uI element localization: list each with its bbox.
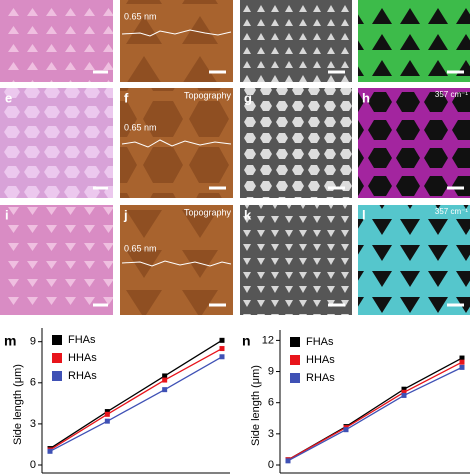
legend-label: FHAs [68, 334, 96, 346]
y-tick-label: 9 [30, 336, 36, 348]
wavenumber: 357 cm⁻¹ [435, 90, 468, 99]
legend-label: RHAs [306, 372, 335, 384]
marker [219, 346, 225, 352]
marker [459, 359, 465, 365]
marker [459, 355, 465, 361]
marker [343, 427, 349, 433]
wavenumber: 357 cm⁻¹ [435, 207, 468, 216]
marker [219, 354, 225, 360]
image [0, 88, 113, 198]
image-grid: 0.65 nm e f Topography 0.65 nm g h 357 c… [0, 0, 470, 315]
y-tick-label: 9 [268, 365, 274, 377]
legend-label: RHAs [68, 370, 97, 382]
legend-marker [52, 353, 62, 363]
panel-label: l [362, 207, 366, 222]
panel-label: g [244, 90, 252, 105]
image [0, 205, 113, 315]
legend-marker [290, 373, 300, 383]
marker [162, 373, 168, 379]
panel-texts: 0.65 nm e f Topography 0.65 nm g h 357 c… [5, 11, 468, 253]
panel-title: Topography [184, 90, 232, 100]
y-tick-label: 0 [268, 459, 274, 471]
y-axis-label: Side length (μm) [12, 364, 24, 445]
charts: m Side length (μm) 0 3 6 9 FHAs HHAs RHAs n Side l… [4, 328, 470, 474]
legend-marker [52, 335, 62, 345]
panel-title: Topography [184, 207, 232, 217]
panel-label: k [244, 207, 252, 222]
legend-label: HHAs [68, 352, 97, 364]
y-tick-label: 0 [30, 459, 36, 471]
y-tick-label: 6 [30, 377, 36, 389]
series-line [49, 347, 223, 451]
legend-label: HHAs [306, 354, 335, 366]
series-line [287, 366, 463, 462]
marker [104, 409, 110, 415]
height-label: 0.65 nm [124, 11, 157, 21]
marker [401, 389, 407, 395]
marker [401, 386, 407, 392]
series-line [49, 339, 223, 450]
y-tick-label: 6 [268, 397, 274, 409]
image [240, 88, 352, 198]
marker [401, 392, 407, 398]
marker [459, 364, 465, 370]
legend-marker [290, 355, 300, 365]
y-axis-label: Side length (μm) [250, 365, 262, 446]
marker [162, 377, 168, 383]
marker [104, 411, 110, 417]
y-tick-label: 3 [30, 418, 36, 430]
scale-bars [93, 70, 464, 307]
legend-label: FHAs [306, 336, 334, 348]
marker [219, 337, 225, 343]
image [120, 0, 233, 82]
image [240, 205, 352, 315]
series-line [287, 361, 463, 461]
marker [47, 448, 53, 454]
panel-label: i [5, 207, 9, 222]
panel-label: h [362, 90, 370, 105]
y-tick-label: 12 [262, 334, 274, 346]
image [240, 0, 352, 82]
panel-label: e [5, 90, 12, 105]
panel-label: n [242, 333, 251, 349]
marker [162, 387, 168, 393]
height-label: 0.65 nm [124, 243, 157, 253]
image [120, 205, 233, 315]
legend-marker [290, 337, 300, 347]
y-tick-label: 3 [268, 428, 274, 440]
image [358, 0, 470, 82]
height-label: 0.65 nm [124, 122, 157, 132]
series-line [49, 356, 223, 452]
image [358, 88, 470, 198]
image [358, 205, 470, 315]
marker [285, 458, 291, 464]
legend-marker [52, 371, 62, 381]
panel-label: m [4, 333, 16, 349]
panel-label: f [124, 90, 129, 105]
image [0, 0, 113, 82]
marker [104, 418, 110, 424]
panel-label: j [123, 207, 128, 222]
height-profiles [121, 29, 232, 267]
